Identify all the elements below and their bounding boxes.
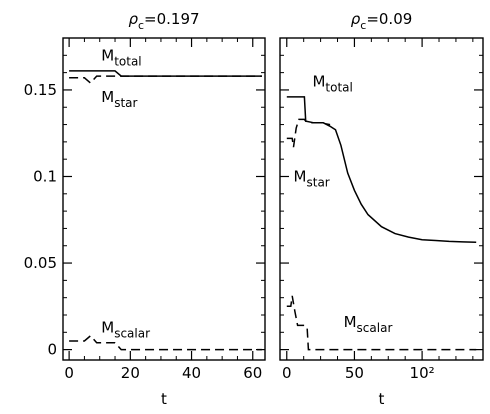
series-line-m-total — [286, 96, 477, 244]
label-subscript: star — [306, 176, 329, 190]
x-tick-label: 0 — [64, 364, 74, 382]
label-base: M — [312, 72, 325, 90]
title-subscript: c — [360, 19, 366, 32]
series-line-m-star — [286, 118, 331, 148]
series-label-scalar: Mscalar — [101, 318, 150, 340]
plot-frame — [279, 37, 484, 361]
title-symbol: ρ — [128, 10, 138, 28]
label-base: M — [344, 313, 357, 331]
series-label-total: Mtotal — [312, 72, 352, 94]
x-tick-label: 0 — [282, 364, 292, 382]
label-base: M — [101, 318, 114, 336]
x-tick-label: 10² — [410, 364, 435, 382]
series-line-m-scalar — [286, 295, 477, 351]
y-tick-label: 0.05 — [24, 254, 57, 272]
label-subscript: scalar — [357, 321, 393, 335]
y-tick-label: 0.1 — [33, 167, 57, 185]
title-subscript: c — [138, 19, 144, 32]
panel-title: ρc=0.09 — [351, 10, 413, 32]
title-value: =0.197 — [144, 10, 200, 28]
panel-title: ρc=0.197 — [128, 10, 199, 32]
label-base: M — [101, 47, 114, 65]
x-tick-label: 20 — [121, 364, 140, 382]
plot-frame — [62, 37, 266, 361]
series-line-m-total — [69, 70, 262, 77]
x-tick-label: 60 — [243, 364, 262, 382]
series-label-star: Mstar — [294, 168, 330, 190]
title-symbol: ρ — [351, 10, 361, 28]
series-line-m-scalar — [69, 334, 262, 351]
label-subscript: total — [325, 80, 352, 94]
x-tick-label: 40 — [182, 364, 201, 382]
title-value: =0.09 — [366, 10, 412, 28]
label-subscript: scalar — [114, 326, 150, 340]
label-base: M — [294, 168, 307, 186]
series-label-scalar: Mscalar — [344, 313, 393, 335]
y-tick-label: 0 — [47, 341, 57, 359]
label-base: M — [101, 88, 114, 106]
x-axis-label: t — [379, 390, 385, 408]
x-axis-label: t — [161, 390, 167, 408]
series-label-total: Mtotal — [101, 47, 141, 69]
series-line-m-star — [69, 75, 262, 85]
label-subscript: total — [114, 55, 141, 69]
y-tick-label: 0.15 — [24, 81, 57, 99]
x-tick-label: 50 — [345, 364, 364, 382]
series-label-star: Mstar — [101, 88, 137, 110]
label-subscript: star — [114, 96, 137, 110]
